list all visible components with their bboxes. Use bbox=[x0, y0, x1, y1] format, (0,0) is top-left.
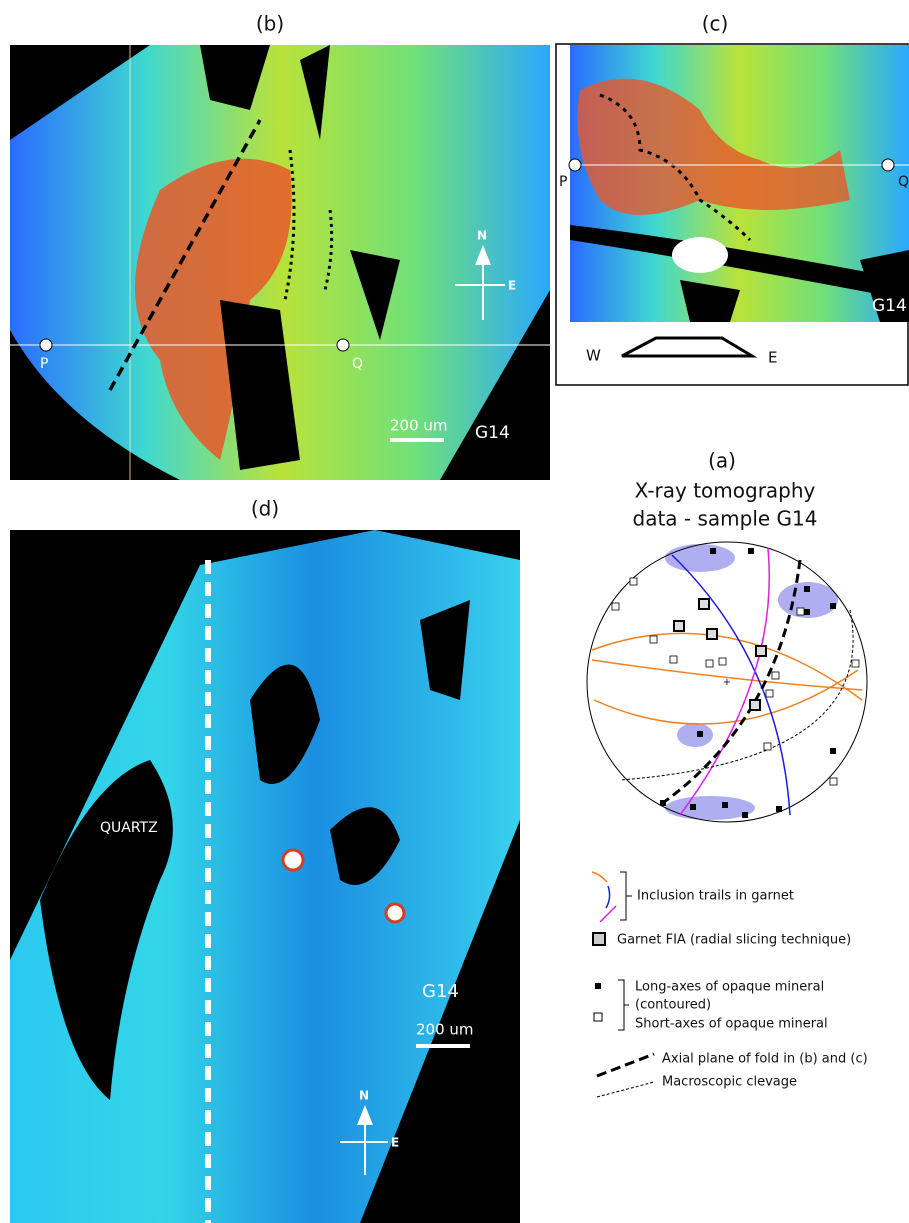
legend-label: Inclusion trails in garnet bbox=[637, 889, 794, 904]
point-label: Q bbox=[352, 356, 363, 372]
legend-label: Axial plane of fold in (b) and (c) bbox=[662, 1052, 868, 1067]
scale-label: 200 um bbox=[390, 417, 448, 435]
legend-swatch bbox=[597, 1054, 654, 1076]
panel-title: X-ray tomography bbox=[635, 479, 816, 503]
legend-swatch bbox=[600, 906, 616, 922]
contour bbox=[677, 723, 713, 747]
east-label: E bbox=[508, 279, 516, 293]
legend-swatch bbox=[597, 1082, 654, 1097]
legend-brace bbox=[618, 980, 629, 1030]
north-label: N bbox=[359, 1089, 369, 1103]
legend-swatch bbox=[592, 872, 607, 882]
center-mark: + bbox=[723, 677, 731, 688]
point-marker bbox=[569, 159, 581, 171]
fia-points bbox=[674, 599, 766, 710]
porphyroblast bbox=[672, 237, 728, 273]
legend-swatch bbox=[606, 886, 610, 908]
panel-label: (b) bbox=[256, 12, 284, 36]
contour bbox=[665, 796, 755, 820]
tomography-image-b: P Q N E 200 um G14 bbox=[10, 45, 550, 480]
sample-label: G14 bbox=[422, 981, 459, 1002]
point-label: P bbox=[559, 174, 567, 190]
sample-label: G14 bbox=[475, 423, 510, 443]
legend-swatch bbox=[593, 933, 605, 945]
point-label: Q bbox=[898, 174, 909, 190]
mineral-label: QUARTZ bbox=[100, 820, 158, 836]
panel-label: (c) bbox=[702, 12, 729, 36]
long-axes bbox=[660, 548, 836, 818]
legend-brace bbox=[620, 872, 632, 920]
legend-label: Short-axes of opaque mineral bbox=[635, 1017, 828, 1032]
legend-swatch bbox=[594, 1013, 602, 1021]
point-label: P bbox=[40, 356, 48, 372]
figure: (b) P Q N E 200 um G14 (c) P Q G14 W E (… bbox=[0, 0, 909, 1223]
legend-label: Long-axes of opaque mineral bbox=[635, 980, 824, 995]
panel-label: (d) bbox=[251, 497, 279, 521]
tomography-image-c: P Q G14 bbox=[559, 45, 909, 322]
north-label: N bbox=[477, 229, 487, 243]
legend-swatch bbox=[595, 983, 601, 989]
point-marker bbox=[337, 339, 349, 351]
west-label: W bbox=[586, 347, 601, 365]
legend-label: (contoured) bbox=[635, 998, 711, 1013]
porphyroblast bbox=[283, 850, 303, 870]
legend-label: Garnet FIA (radial slicing technique) bbox=[617, 933, 851, 948]
tomography-image-d: QUARTZ G14 200 um N E bbox=[10, 530, 520, 1223]
panel-title: data - sample G14 bbox=[633, 507, 818, 531]
east-label: E bbox=[391, 1136, 399, 1150]
sample-label: G14 bbox=[872, 296, 907, 316]
scale-label: 200 um bbox=[416, 1021, 474, 1039]
point-marker bbox=[40, 339, 52, 351]
panel-label: (a) bbox=[708, 449, 736, 473]
east-label: E bbox=[768, 349, 777, 367]
legend-label: Macroscopic clevage bbox=[662, 1075, 797, 1090]
point-marker bbox=[882, 159, 894, 171]
legend: Inclusion trails in garnet Garnet FIA (r… bbox=[592, 872, 868, 1097]
stereonet: + bbox=[587, 542, 867, 822]
porphyroblast bbox=[386, 904, 404, 922]
